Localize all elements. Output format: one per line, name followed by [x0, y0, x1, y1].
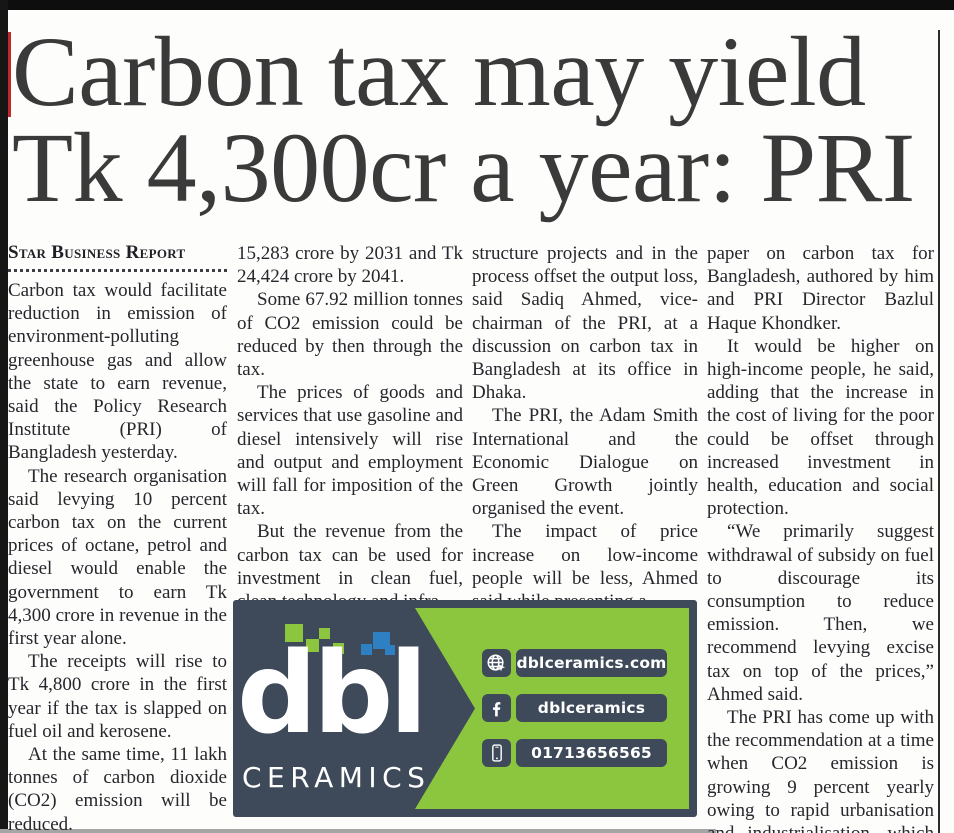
scan-left-edge [0, 0, 8, 833]
scan-bottom-edge [0, 829, 716, 833]
article-column-2: 15,283 crore by 2031 and Tk 24,424 crore… [237, 242, 463, 613]
pixel-square-blue [373, 632, 390, 649]
article-paragraph: It would be higher on high-income people… [707, 335, 934, 520]
pixel-square-green [319, 628, 330, 639]
article-paragraph: The prices of goods and services that us… [237, 382, 463, 520]
pixel-square-green [306, 639, 319, 652]
pixel-square-blue [385, 645, 395, 655]
ad-brand-subtitle: CERAMICS [242, 761, 431, 794]
ad-contact-phone: 01713656565 [482, 739, 667, 767]
scan-top-edge [0, 0, 954, 10]
article-headline: Carbon tax may yield Tk 4,300cr a year: … [12, 16, 936, 223]
article-paragraph: paper on carbon tax for Bangladesh, auth… [707, 243, 934, 334]
facebook-icon [482, 694, 511, 722]
headline-line-2: Tk 4,300cr a year: PRI [12, 112, 915, 223]
phone-icon [482, 739, 511, 767]
pixel-square-blue [361, 644, 372, 655]
ad-phone-text: 01713656565 [516, 739, 667, 767]
dbl-ceramics-ad: dbl CERAMICS dblceramics.com [233, 600, 697, 817]
article-paragraph: The PRI has come up with the recommendat… [707, 707, 934, 833]
red-edge-mark [8, 32, 11, 117]
article-paragraph: At the same time, 11 lakh tonnes of carb… [8, 744, 227, 833]
article-paragraph: Carbon tax would facilitate reduction in… [8, 280, 227, 464]
ad-contact-facebook: dblceramics [482, 694, 667, 722]
byline: Star Business Report [8, 242, 186, 263]
article-paragraph: The PRI, the Adam Smith International an… [472, 405, 698, 520]
article-paragraph: structure projects and in the process of… [472, 243, 698, 404]
article-paragraph: Some 67.92 million tonnes of CO2 emissio… [237, 289, 463, 381]
column-divider-rule [938, 30, 940, 833]
article-column-1: Star Business Report Carbon tax would fa… [8, 242, 227, 833]
article-paragraph: The research organisation said levying 1… [8, 465, 227, 650]
ad-contact-website: dblceramics.com [482, 649, 667, 677]
pixel-square-green [333, 643, 344, 654]
globe-icon [482, 649, 511, 677]
byline-dotted-rule [8, 269, 227, 272]
pixel-square-green [285, 624, 303, 642]
ad-brand-logo: dbl [237, 629, 428, 759]
article-paragraph: 15,283 crore by 2031 and Tk 24,424 crore… [237, 243, 463, 288]
article-column-4: paper on carbon tax for Bangladesh, auth… [707, 242, 934, 833]
article-column-3: structure projects and in the process of… [472, 242, 698, 613]
headline-line-1: Carbon tax may yield [12, 16, 866, 127]
ad-website-text: dblceramics.com [516, 649, 667, 677]
article-paragraph: The receipts will rise to Tk 4,800 crore… [8, 651, 227, 742]
article-paragraph: “We primarily suggest withdrawal of subs… [707, 521, 934, 705]
ad-facebook-text: dblceramics [516, 694, 667, 722]
